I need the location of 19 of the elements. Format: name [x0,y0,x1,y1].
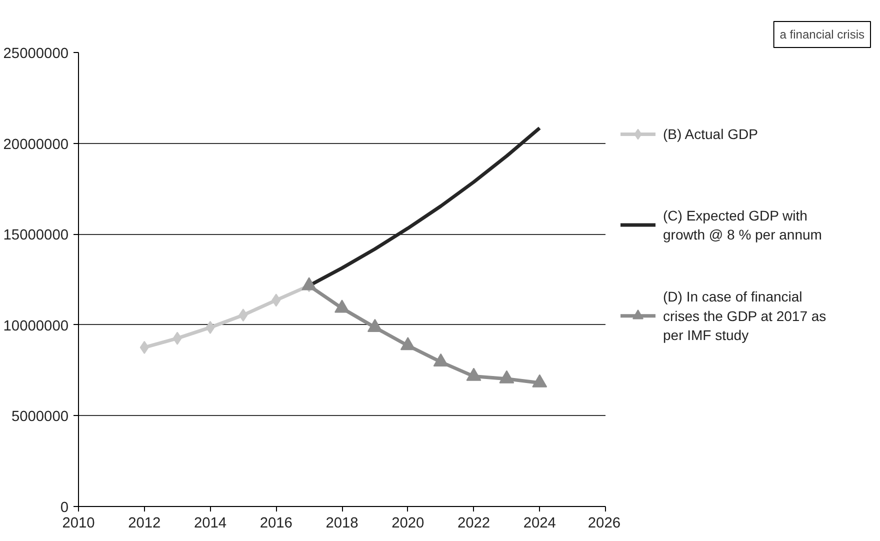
y-tick-label: 20000000 [3,136,69,153]
y-tick-label: 10000000 [3,318,69,334]
legend-label: (C) Expected GDP with growth @ 8 % per annum [663,207,822,243]
y-tick-label: 15000000 [3,228,69,244]
x-tick-label: 2020 [392,516,424,532]
y-tick-label: 0 [60,500,69,516]
y-tick-label: 25000000 [3,46,69,62]
legend-label: (D) In case of financial crises the GDP at 2017 as per IMF study [663,288,826,344]
x-tick-label: 2018 [326,516,358,532]
x-tick-label: 2024 [523,516,556,532]
x-tick-label: 2016 [260,516,292,532]
text: a financial crisis [780,28,865,42]
x-tick-label: 2010 [62,516,95,532]
legend-label: (B) Actual GDP [663,126,758,142]
x-tick-label: 2022 [457,516,490,532]
x-tick-label: 2012 [128,516,161,532]
y-tick-label: 5000000 [11,409,69,426]
x-tick-label: 2014 [194,516,227,532]
x-tick-label: 2026 [588,516,621,532]
